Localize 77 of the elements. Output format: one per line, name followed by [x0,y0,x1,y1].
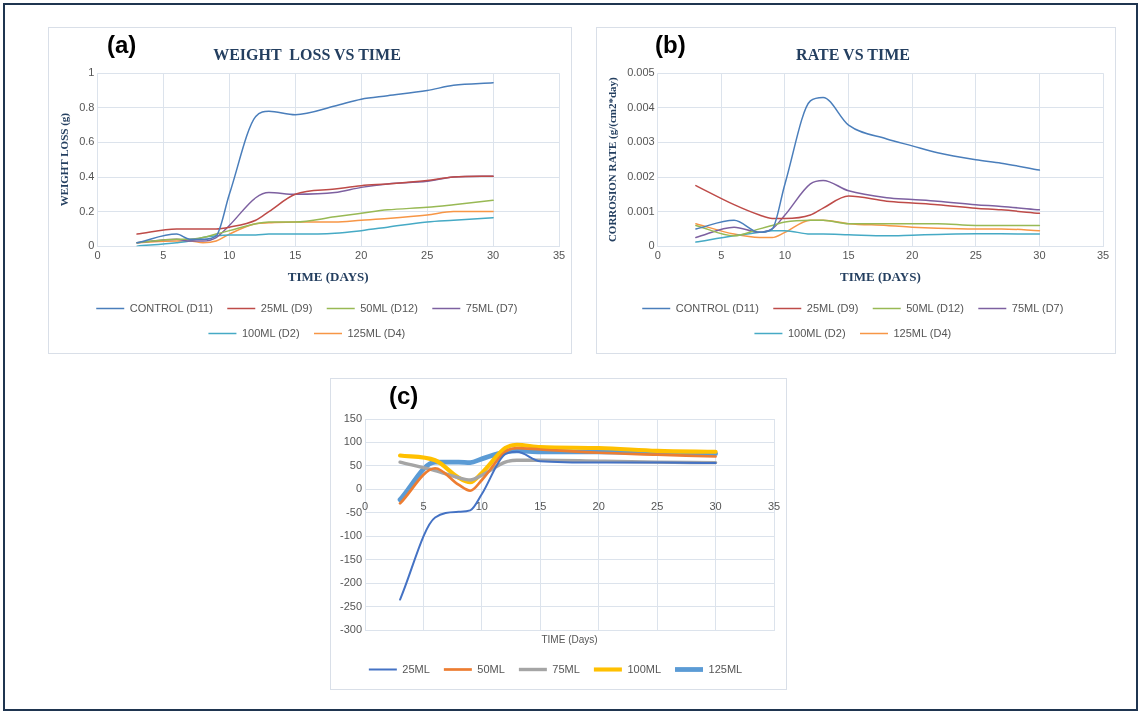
legend-label: 100ML (D2) [241,326,300,339]
y-tick-label: 0.6 [79,135,95,148]
legend-label: 25ML [402,662,430,675]
legend-label: 125ML (D4) [893,326,952,339]
y-tick-label: 100 [343,435,363,448]
line-series [136,216,494,247]
legend-label: 75ML [552,662,580,675]
legend-label: 50ML (D12) [360,301,418,314]
x-tick-label: 5 [718,248,725,261]
text: (b) [655,30,686,58]
x-tick-label: 20 [355,248,368,261]
legend-label: 75ML (D7) [1011,301,1064,314]
x-tick-label: 35 [552,248,566,261]
x-tick-label: 5 [160,248,167,261]
y-tick-label: -50 [346,505,363,518]
line-series [695,229,1041,243]
x-tick-label: 15 [842,248,855,261]
x-tick-label: 15 [289,248,302,261]
x-tick-label: 20 [906,248,919,261]
legend-label: 75ML (D7) [465,301,518,314]
y-tick-label: -100 [339,529,363,542]
line-series [136,81,494,244]
legend-label: CONTROL (D11) [675,301,759,314]
legend-label: CONTROL (D11) [129,301,213,314]
chart-title: RATE VS TIME [796,45,910,63]
x-tick-label: 30 [1033,248,1046,261]
legend-label: 100ML (D2) [787,326,846,339]
y-axis-title: WEIGHT LOSS (g) [58,112,72,207]
y-tick-label: 1 [88,66,95,79]
line-series [398,442,718,485]
x-tick-label: 25 [421,248,434,261]
y-tick-label: 0.8 [79,100,95,113]
chart-title: WEIGHT LOSS VS TIME [213,45,401,63]
y-tick-label: 0.4 [79,170,95,183]
text: (a) [107,30,137,58]
x-tick-label: 30 [709,499,722,512]
x-tick-label: 10 [475,499,488,512]
line-series [695,179,1041,239]
y-tick-label: 0 [648,239,655,252]
legend-label: 50ML [477,662,505,675]
legend-label: 50ML (D12) [906,301,964,314]
legend-label: 25ML (D9) [806,301,859,314]
x-axis-title: TIME (DAYS) [839,268,921,284]
legend-label: 125ML [708,662,743,675]
y-axis-title: CORROSION RATE (g/(cm2*day) [606,76,620,243]
y-tick-label: 0 [88,239,95,252]
y-tick-label: 0.004 [627,100,655,113]
line-series [695,96,1041,234]
line-series [695,184,1041,220]
x-tick-label: 30 [486,248,500,261]
x-tick-label: 10 [778,248,792,261]
legend-label: 125ML (D4) [347,326,406,339]
y-tick-label: -150 [339,552,363,565]
y-tick-label: -250 [339,599,363,612]
x-tick-label: 35 [1096,248,1110,261]
x-axis-title: TIME (Days) [541,633,598,645]
y-tick-label: 0.003 [627,135,655,148]
x-tick-label: 10 [223,248,236,261]
x-tick-label: 25 [651,499,664,512]
y-tick-label: 0.2 [79,204,95,217]
x-tick-label: 5 [420,499,427,512]
y-tick-label: -200 [339,576,363,589]
y-tick-label: 0.005 [627,66,655,79]
y-tick-label: -300 [339,623,363,636]
text: (c) [389,381,419,409]
y-tick-label: 50 [349,458,363,471]
x-axis-title: TIME (DAYS) [287,268,369,284]
y-tick-label: 0.001 [627,204,655,217]
x-tick-label: 25 [969,248,982,261]
x-tick-label: 35 [767,499,781,512]
legend-label: 100ML [627,662,662,675]
y-tick-label: 0.002 [627,170,655,183]
y-tick-label: 150 [343,412,363,425]
y-tick-label: 0 [355,482,363,495]
x-tick-label: 15 [534,499,547,512]
legend-label: 25ML (D9) [260,301,313,314]
x-tick-label: 20 [592,499,605,512]
